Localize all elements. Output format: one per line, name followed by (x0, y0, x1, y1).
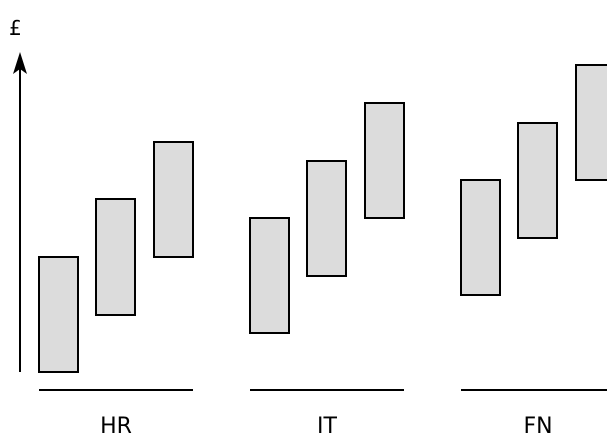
hr-band-3 (153, 141, 194, 258)
fn-band-1 (460, 179, 501, 296)
group-it: IT (249, 102, 405, 437)
it-band-1 (249, 217, 290, 334)
axis-currency-symbol: £ (9, 16, 22, 40)
it-band-3 (364, 102, 405, 219)
fn-band-2 (517, 122, 558, 239)
it-label: IT (317, 414, 337, 437)
group-hr: HR (38, 141, 194, 437)
hr-band-1 (38, 256, 79, 373)
group-fn: FN (460, 64, 607, 437)
fn-band-3 (575, 64, 607, 181)
vertical-axis-arrowhead (13, 52, 27, 74)
hr-label: HR (100, 414, 132, 437)
it-band-2 (306, 160, 347, 277)
fn-label: FN (523, 414, 552, 437)
hr-band-2 (95, 198, 136, 316)
